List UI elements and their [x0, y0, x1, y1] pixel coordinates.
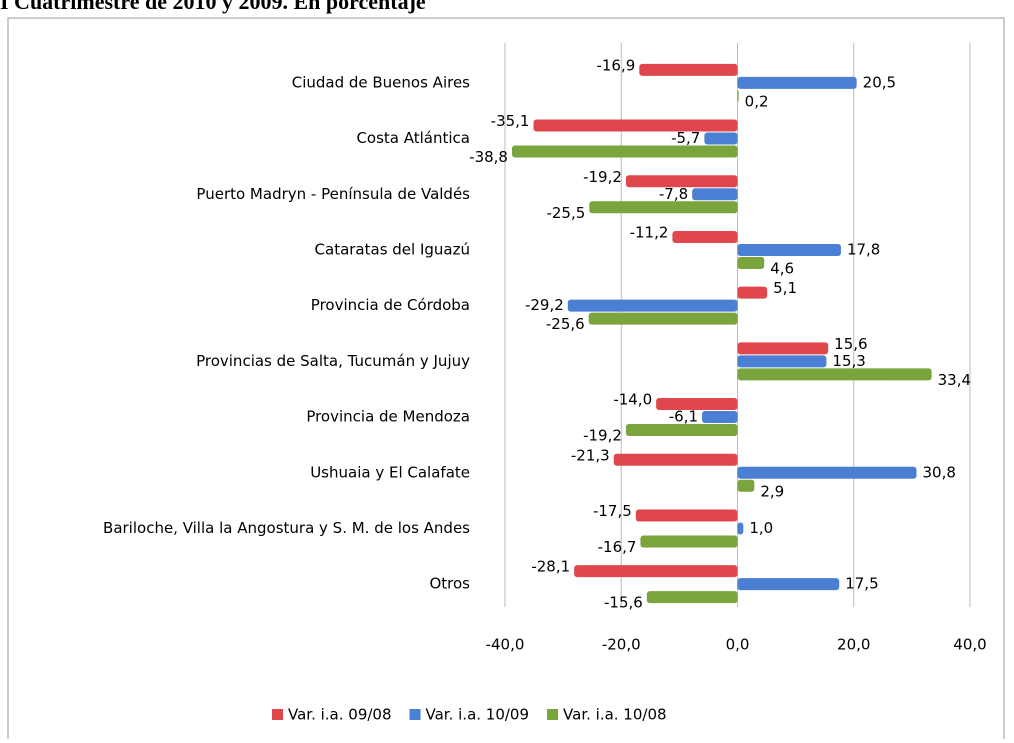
legend-label: Var. i.a. 10/08	[563, 706, 667, 724]
bar	[737, 479, 755, 492]
bar	[737, 466, 917, 479]
bar	[574, 565, 738, 578]
category-label: Provincia de Mendoza	[306, 408, 470, 426]
data-label: -16,9	[596, 56, 635, 74]
bar	[737, 243, 841, 256]
chart-border	[7, 17, 1005, 743]
x-tick-label: -20,0	[602, 636, 641, 654]
bar	[640, 535, 738, 548]
data-label: -28,1	[531, 558, 570, 576]
data-label: 33,4	[938, 371, 971, 389]
data-label: 17,5	[845, 575, 878, 593]
category-label: Ciudad de Buenos Aires	[292, 73, 470, 91]
legend-swatch	[409, 709, 421, 720]
bar	[625, 175, 738, 188]
data-label: 20,5	[863, 73, 896, 91]
bar	[646, 591, 738, 604]
data-label: 15,3	[832, 352, 865, 370]
data-label: -25,6	[546, 315, 585, 333]
data-label: 4,6	[770, 259, 794, 277]
data-label: 0,2	[745, 92, 769, 110]
bar	[737, 522, 744, 535]
bar	[613, 453, 738, 466]
category-label: Bariloche, Villa la Angostura y S. M. de…	[103, 519, 470, 537]
x-tick-label: 0,0	[726, 636, 750, 654]
x-tick-label: 40,0	[953, 636, 986, 654]
bar	[672, 230, 738, 243]
x-tick-label: -40,0	[486, 636, 525, 654]
bar	[567, 299, 738, 312]
legend-swatch	[272, 709, 283, 720]
legend-label: Var. i.a. 09/08	[288, 706, 392, 724]
bar	[737, 578, 840, 591]
data-label: 2,9	[760, 482, 784, 500]
bar	[656, 398, 738, 411]
data-label: -16,7	[598, 538, 637, 556]
data-label: 17,8	[847, 240, 880, 258]
data-label: -7,8	[659, 185, 688, 203]
chart-title: I Cuatrimestre de 2010 y 2009. En porcen…	[0, 0, 426, 14]
data-label: -6,1	[669, 408, 698, 426]
bar	[737, 89, 739, 102]
bar	[635, 509, 738, 522]
data-label: -35,1	[491, 112, 530, 130]
category-label: Otros	[429, 575, 470, 593]
bar	[692, 188, 738, 201]
data-label: 5,1	[773, 279, 797, 297]
data-label: -19,2	[583, 168, 622, 186]
category-label: Provincia de Córdoba	[311, 296, 470, 314]
bar	[639, 63, 738, 76]
data-label: -14,0	[613, 391, 652, 409]
x-tick-label: 20,0	[837, 636, 870, 654]
bar	[588, 312, 738, 325]
bar	[737, 342, 829, 355]
bar	[737, 368, 932, 381]
bar	[737, 355, 827, 368]
bar	[533, 119, 738, 132]
bar	[511, 145, 738, 158]
data-label: -21,3	[571, 446, 610, 464]
bar	[737, 286, 768, 299]
category-label: Provincias de Salta, Tucumán y Jujuy	[196, 352, 470, 370]
data-label: -38,8	[469, 148, 508, 166]
data-label: 15,6	[834, 335, 867, 353]
data-label: -29,2	[525, 296, 564, 314]
data-label: -11,2	[630, 223, 669, 241]
data-label: -15,6	[604, 594, 643, 612]
category-label: Ushuaia y El Calafate	[310, 463, 470, 481]
category-label: Puerto Madryn - Península de Valdés	[196, 185, 470, 203]
legend-swatch	[547, 709, 559, 720]
bar	[737, 256, 765, 269]
bar	[704, 132, 738, 145]
bar	[737, 76, 857, 89]
category-label: Costa Atlántica	[356, 129, 470, 147]
bar	[625, 424, 738, 437]
data-label: 30,8	[923, 463, 956, 481]
data-label: -5,7	[671, 129, 700, 147]
category-label: Cataratas del Iguazú	[315, 240, 470, 258]
bar	[589, 201, 738, 214]
data-label: 1,0	[749, 519, 773, 537]
data-label: -25,5	[546, 204, 585, 222]
bar	[702, 411, 738, 424]
data-label: -17,5	[593, 502, 632, 520]
data-label: -19,2	[583, 427, 622, 445]
legend-label: Var. i.a. 10/09	[426, 706, 530, 724]
